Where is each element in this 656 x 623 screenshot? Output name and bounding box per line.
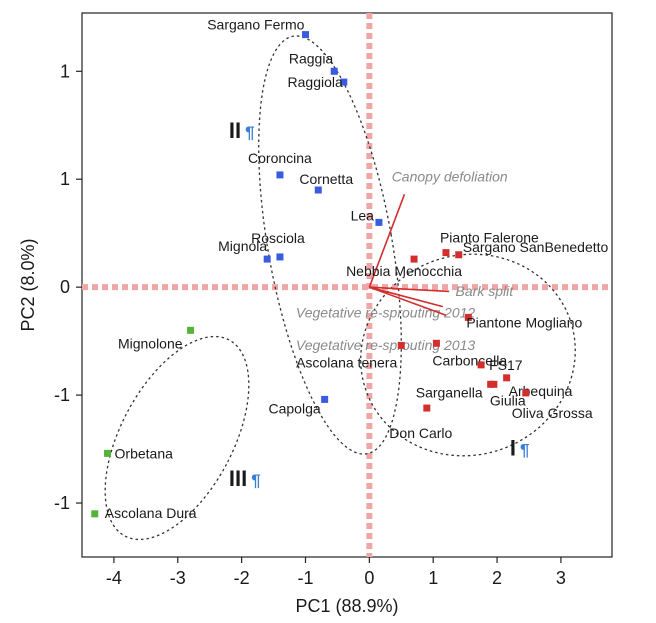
point-label-nebbia-menocchia: Nebbia Menocchia xyxy=(346,263,462,279)
ellipse-group-I xyxy=(360,253,576,457)
loading-vectors: Canopy defoliation Bark split Vegetative r… xyxy=(296,168,514,352)
point-label-carboncella: Carboncella xyxy=(432,352,507,368)
point-label-pianto-falerone: Pianto Falerone xyxy=(440,230,539,246)
x-tick-label: -2 xyxy=(234,568,250,588)
ellipse-group-III xyxy=(104,335,250,541)
group-mark-i: ¶ xyxy=(520,441,529,460)
point-label-giulia: Giulia xyxy=(490,392,526,408)
y-tick-label: -1 xyxy=(54,493,70,513)
x-tick-label: -1 xyxy=(297,568,313,588)
point-sargano-sanbenedetto xyxy=(455,251,463,259)
vector-vegetative-re-sprouting-2012 xyxy=(369,286,443,308)
point-label-ascolana-dura: Ascolana Dura xyxy=(105,505,197,521)
point-label-sargano-fermo: Sargano Fermo xyxy=(207,17,304,33)
point-raggiola xyxy=(340,78,348,86)
y-tick-label: -1 xyxy=(54,385,70,405)
x-tick-label: -3 xyxy=(170,568,186,588)
point-mignolone xyxy=(187,326,195,334)
x-tick-label: 0 xyxy=(364,568,374,588)
vector-label-vegetative-re-sprouting-2013: Vegetative re-sprouting 2013 xyxy=(296,337,475,353)
point-label-cornetta: Cornetta xyxy=(299,171,353,187)
point-lea xyxy=(375,218,383,226)
vector-vegetative-re-sprouting-2013 xyxy=(369,286,447,316)
point-capolga xyxy=(321,395,329,403)
point-label-coroncina: Coroncina xyxy=(248,150,312,166)
point-don-carlo xyxy=(423,404,431,412)
point-label-rosciola: Rosciola xyxy=(251,230,305,246)
vector-label-canopy-defoliation: Canopy defoliation xyxy=(392,168,508,184)
group-ellipses xyxy=(104,35,576,541)
point-label-don-carlo: Don Carlo xyxy=(389,425,452,441)
point-label-fs17: FS17 xyxy=(489,357,523,373)
group-label-iii: III ¶ xyxy=(229,466,261,491)
data-points: Sargano Fermo Raggia Raggiola Coroncina Corn… xyxy=(91,17,609,521)
group-mark-iii: ¶ xyxy=(251,471,260,490)
point-label-mignolone: Mignolone xyxy=(118,335,183,351)
point-giulia xyxy=(490,380,498,388)
point-sargano-fermo xyxy=(301,31,309,39)
point-label-raggia: Raggia xyxy=(289,50,334,66)
x-tick-label: -4 xyxy=(106,568,122,588)
zero-lines xyxy=(82,13,612,557)
point-fs17 xyxy=(477,361,485,369)
y-tick-label: 1 xyxy=(60,61,70,81)
point-label-mignola: Mignola xyxy=(218,238,267,254)
group-label-ii: II ¶ xyxy=(229,118,255,143)
point-label-sargano-sanbenedetto: Sargano SanBenedetto xyxy=(463,239,609,255)
point-label-ascolana-tenera: Ascolana tenera xyxy=(296,354,397,370)
point-piantone-mogliano xyxy=(464,313,472,321)
point-label-raggiola: Raggiola xyxy=(288,74,343,90)
point-label-capolga: Capolga xyxy=(268,400,320,416)
vector-label-bark-split: Bark split xyxy=(456,283,515,299)
y-axis-title: PC2 (8.0%) xyxy=(18,238,38,331)
x-tick-label: 3 xyxy=(556,568,566,588)
y-tick-label: 0 xyxy=(60,277,70,297)
point-label-oliva-grossa: Oliva Grossa xyxy=(512,405,593,421)
point-label-lea: Lea xyxy=(351,207,375,223)
y-axis: 1 1 0 -1 -1 xyxy=(54,61,82,513)
x-tick-label: 1 xyxy=(428,568,438,588)
point-label-piantone-mogliano: Piantone Mogliano xyxy=(466,314,582,330)
point-nebbia-menocchia xyxy=(410,255,418,263)
point-coroncina xyxy=(276,171,284,179)
x-tick-label: 2 xyxy=(492,568,502,588)
point-orbetana xyxy=(104,449,112,457)
point-arbequina xyxy=(503,374,511,382)
point-label-sarganella: Sarganella xyxy=(416,384,483,400)
point-rosciola xyxy=(276,253,284,261)
x-axis: -4 -3 -2 -1 0 1 2 3 xyxy=(106,557,566,588)
vector-label-vegetative-re-sprouting-2012: Vegetative re-sprouting 2012 xyxy=(296,304,475,320)
point-pianto-falerone xyxy=(442,249,450,257)
point-carboncella xyxy=(432,339,440,347)
point-ascolana-tenera xyxy=(397,341,405,349)
x-axis-title: PC1 (88.9%) xyxy=(295,596,398,616)
vector-bark-split xyxy=(369,286,450,293)
point-label-orbetana: Orbetana xyxy=(115,445,174,461)
vector-canopy-defoliation xyxy=(368,194,406,288)
point-mignola xyxy=(263,255,271,263)
point-ascolana-dura xyxy=(91,510,99,518)
point-raggia xyxy=(330,67,338,75)
group-label-i: I ¶ xyxy=(510,436,530,461)
group-mark-ii: ¶ xyxy=(245,123,254,142)
point-oliva-grossa xyxy=(522,389,530,397)
point-cornetta xyxy=(314,186,322,194)
y-tick-label: 1 xyxy=(60,169,70,189)
